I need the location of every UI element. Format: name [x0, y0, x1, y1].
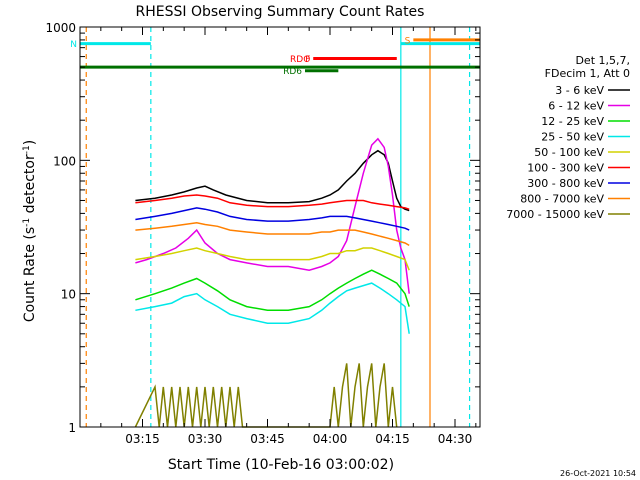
x-tick-label-90: 04:30 [438, 432, 473, 446]
state-bar-label-s: S [405, 36, 411, 46]
y-tick-label-100: 100 [53, 154, 76, 168]
legend-label-25-50-kev: 25 - 50 keV [541, 131, 604, 144]
legend-label-12-25-kev: 12 - 25 keV [541, 115, 604, 128]
legend-header-0: Det 1,5,7, [575, 54, 630, 67]
y-tick-label-1000: 1000 [45, 21, 76, 35]
x-tick-label-60: 04:00 [313, 432, 348, 446]
x-tick-label-75: 04:15 [375, 432, 410, 446]
series-12-25-kev [135, 269, 410, 312]
series-800-7000-kev [135, 222, 410, 247]
legend-label-100-300-kev: 100 - 300 keV [527, 162, 604, 175]
timestamp: 26-Oct-2021 10:54 [560, 469, 636, 478]
legend: Det 1,5,7,FDecim 1, Att 0 3 - 6 keV 6 - 12… [506, 54, 630, 221]
state-bar-label-rdo: RDO [290, 55, 310, 65]
series-lines [134, 137, 410, 428]
state-bar-label-f: F [305, 55, 310, 65]
series-3-6-kev [135, 149, 410, 212]
y-axis-label-sup1: -1 [22, 218, 32, 227]
series-50-100-kev [135, 247, 410, 271]
legend-label-800-7000-kev: 800 - 7000 keV [520, 193, 604, 206]
y-tick-label-10: 10 [61, 288, 76, 302]
series-100-300-kev [135, 194, 410, 210]
legend-label-3-6-kev: 3 - 6 keV [555, 84, 604, 97]
x-axis-label: Start Time (10-Feb-16 03:00:02) [168, 457, 394, 473]
x-axis: 03:15 03:30 03:45 04:00 04:15 04:30 [79, 27, 477, 446]
y-axis-label-sup2: -1 [22, 145, 32, 154]
y-tick-label-1: 1 [68, 421, 76, 435]
legend-label-300-800-kev: 300 - 800 keV [527, 177, 604, 190]
y-axis-label-mid: detector [22, 154, 38, 218]
plot-frame [79, 26, 481, 428]
series-6-12-kev [135, 137, 410, 294]
x-tick-label-15: 03:15 [125, 432, 160, 446]
y-axis: 1 10 100 1000 [45, 21, 480, 435]
legend-label-6-12-kev: 6 - 12 keV [548, 100, 604, 113]
x-tick-label-45: 03:45 [250, 432, 285, 446]
y-axis-label: Count Rate (s-1 detector-1) [22, 140, 38, 322]
legend-header-1: FDecim 1, Att 0 [545, 67, 630, 80]
y-axis-label-main: Count Rate (s [22, 227, 38, 322]
state-bar-label-n: N [70, 40, 77, 50]
series-300-800-kev [135, 207, 410, 231]
state-bar-label-rd6: RD6 [283, 67, 302, 77]
y-axis-label-end: ) [22, 140, 38, 145]
series-25-50-kev [135, 282, 410, 334]
legend-label-50-100-kev: 50 - 100 keV [534, 146, 604, 159]
legend-label-7000-15000-kev: 7000 - 15000 keV [506, 208, 604, 221]
chart-title: RHESSI Observing Summary Count Rates [136, 4, 425, 20]
x-tick-label-30: 03:30 [188, 432, 223, 446]
